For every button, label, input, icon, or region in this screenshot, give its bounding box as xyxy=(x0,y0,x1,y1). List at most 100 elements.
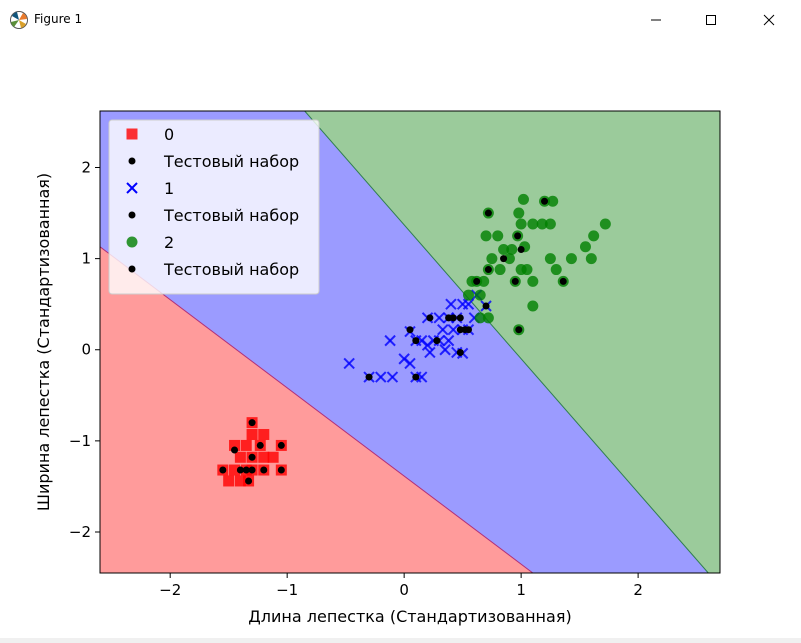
matplotlib-icon xyxy=(10,11,28,29)
point-series-5-7 xyxy=(541,197,549,205)
legend-marker-4 xyxy=(126,236,138,248)
legend-label-1: Тестовый набор xyxy=(163,152,299,171)
legend-label-3: Тестовый набор xyxy=(163,206,299,225)
point-series-4-31 xyxy=(588,230,600,242)
point-series-2-13 xyxy=(424,346,436,359)
point-series-4-18 xyxy=(513,207,525,219)
scatter-chart: −2 −1 0 1 2 −2 −1 0 1 2 Длина лепестка (Стандартиз… xyxy=(34,110,721,626)
point-series-0-5 xyxy=(234,451,246,463)
point-series-1-5 xyxy=(219,466,227,474)
point-series-5-0 xyxy=(484,209,492,217)
legend-label-2: 1 xyxy=(164,179,174,198)
legend-marker-5 xyxy=(128,265,136,273)
point-series-5-8 xyxy=(559,277,567,285)
legend-marker-2 xyxy=(126,182,138,194)
point-series-4-37 xyxy=(503,253,515,265)
point-series-3-3 xyxy=(412,337,420,345)
point-series-2-3 xyxy=(386,371,399,383)
minimize-button[interactable] xyxy=(633,0,679,40)
point-series-5-3 xyxy=(500,255,508,263)
point-series-5-1 xyxy=(473,277,481,285)
point-series-1-1 xyxy=(256,441,264,449)
x-tick-label-3: 1 xyxy=(516,581,526,599)
point-series-4-9 xyxy=(494,264,506,276)
point-series-2-33 xyxy=(415,334,428,347)
x-tick-label-2: 0 xyxy=(399,581,409,599)
point-series-4-19 xyxy=(517,193,529,205)
point-series-0-18 xyxy=(258,428,270,440)
y-tick-label-3: 1 xyxy=(81,250,91,268)
point-series-4-29 xyxy=(579,241,591,253)
point-series-4-17 xyxy=(527,275,539,287)
figure-canvas: −2 −1 0 1 2 −2 −1 0 1 2 Длина лепестка (Стандартиз… xyxy=(0,40,801,638)
close-button[interactable] xyxy=(746,0,792,40)
point-series-1-2 xyxy=(277,441,285,449)
point-series-1-8 xyxy=(260,466,268,474)
point-series-3-11 xyxy=(464,326,472,334)
maximize-icon xyxy=(706,15,716,25)
point-series-0-16 xyxy=(234,475,246,487)
point-series-1-3 xyxy=(231,446,239,454)
point-series-4-8 xyxy=(482,312,494,324)
point-series-5-5 xyxy=(514,232,522,240)
point-series-0-19 xyxy=(246,428,258,440)
x-axis-label: Длина лепестка (Стандартизованная) xyxy=(248,607,571,626)
point-series-4-24 xyxy=(547,195,559,207)
point-series-3-2 xyxy=(406,326,414,334)
boundary-line-0-1 xyxy=(100,246,534,573)
legend-label-0: 0 xyxy=(164,125,174,144)
point-series-3-7 xyxy=(449,314,457,322)
point-series-0-8 xyxy=(267,451,279,463)
point-series-4-4 xyxy=(486,253,498,265)
legend-box xyxy=(108,119,320,295)
point-series-2-17 xyxy=(442,334,455,347)
point-series-1-6 xyxy=(242,466,250,474)
x-tick-label-1: −1 xyxy=(276,581,298,599)
plot-frame xyxy=(99,110,721,574)
legend-marker-0 xyxy=(126,128,138,140)
point-series-5-9 xyxy=(515,326,523,334)
point-series-4-7 xyxy=(474,312,486,324)
point-series-2-29 xyxy=(462,298,475,310)
point-series-2-8 xyxy=(398,353,410,365)
window-bottom-edge xyxy=(0,638,801,643)
point-series-3-4 xyxy=(426,314,434,322)
point-series-4-38 xyxy=(515,264,527,276)
minimize-icon xyxy=(651,19,661,21)
point-series-2-7 xyxy=(415,371,428,383)
point-series-1-7 xyxy=(248,466,256,474)
point-series-0-7 xyxy=(258,451,270,463)
point-series-4-5 xyxy=(480,230,492,242)
point-series-0-1 xyxy=(240,439,252,451)
point-series-2-18 xyxy=(447,323,459,336)
point-series-0-15 xyxy=(223,475,235,487)
point-series-0-2 xyxy=(229,439,241,451)
point-series-4-25 xyxy=(544,253,556,265)
point-series-5-6 xyxy=(517,246,525,254)
point-series-1-0 xyxy=(248,419,256,427)
point-series-4-2 xyxy=(478,275,490,287)
maximize-button[interactable] xyxy=(688,0,734,40)
point-series-1-9 xyxy=(277,466,285,474)
point-series-3-12 xyxy=(456,348,464,356)
point-series-1-4 xyxy=(248,453,256,461)
point-series-4-1 xyxy=(474,289,486,301)
point-series-4-33 xyxy=(527,300,539,312)
y-tick-label-1: −1 xyxy=(69,432,91,450)
point-series-4-30 xyxy=(585,253,597,265)
point-series-3-0 xyxy=(365,373,373,381)
legend-label-5: Тестовый набор xyxy=(163,260,299,279)
point-series-2-15 xyxy=(437,323,449,336)
point-series-4-28 xyxy=(565,253,577,265)
point-series-2-2 xyxy=(375,371,387,383)
point-series-4-35 xyxy=(462,289,474,301)
region-class-2 xyxy=(304,111,720,573)
point-series-2-0 xyxy=(343,357,355,370)
point-series-2-23 xyxy=(439,344,451,356)
point-series-1-11 xyxy=(245,477,253,485)
x-tick-label-0: −2 xyxy=(159,581,181,599)
point-series-2-26 xyxy=(433,312,445,324)
point-series-3-5 xyxy=(433,337,441,345)
point-series-4-39 xyxy=(492,230,504,242)
point-series-5-2 xyxy=(484,266,492,274)
